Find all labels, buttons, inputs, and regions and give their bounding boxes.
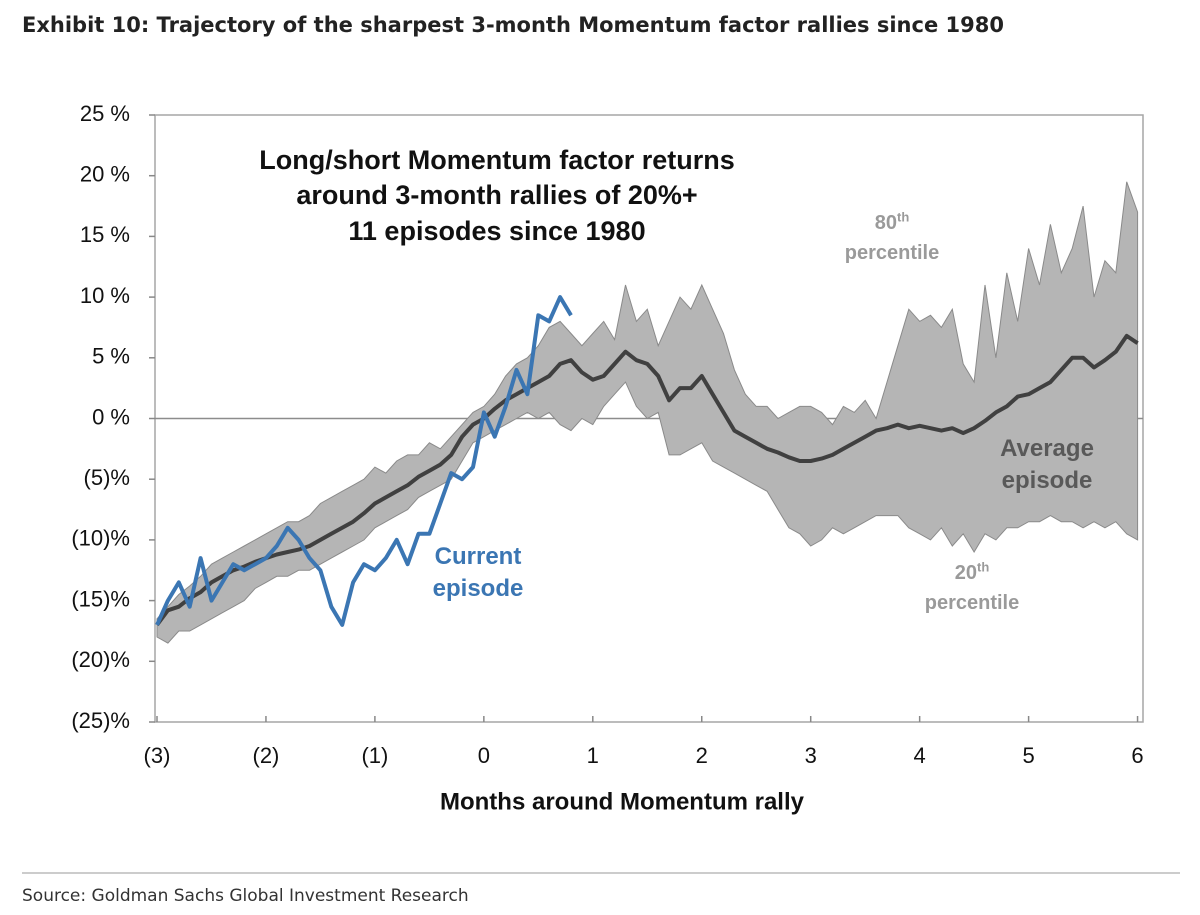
x-tick-label: 6 [1131, 743, 1143, 768]
x-tick-label: 4 [914, 743, 926, 768]
x-tick-label: (1) [361, 743, 388, 768]
x-tick-label: 5 [1022, 743, 1034, 768]
label-suffix: th [896, 209, 910, 225]
label-suffix: th [976, 559, 990, 575]
lower-band-label: 20th percentile [902, 558, 1042, 618]
x-tick-label: 0 [478, 743, 490, 768]
y-tick-label: (25)% [71, 708, 130, 733]
plot: 25 % 20 % 15 % 10 % 5 % 0 % (5)% (10)% (15)% (20)… [71, 101, 1144, 768]
x-tick-label: (3) [144, 743, 171, 768]
annotation: around 3-month rallies of 20%+ [296, 180, 697, 210]
y-tick-label: (15)% [71, 586, 130, 611]
series-line [155, 333, 1139, 627]
y-tick-label: 0 % [92, 404, 130, 429]
annotation: Long/short Momentum factor returns [259, 145, 735, 175]
label-number: 80 [874, 212, 897, 234]
upper-band-label: 80th percentile [822, 208, 962, 268]
label-text: percentile [844, 242, 940, 264]
series-label: Current episode [432, 543, 524, 602]
x-tick-label: 1 [587, 743, 599, 768]
x-tick-label: 3 [805, 743, 817, 768]
annotation: 11 episodes since 1980 [348, 216, 645, 246]
label-text: percentile [924, 592, 1020, 614]
y-tick-label: 15 % [80, 222, 130, 247]
y-tick-label: (10)% [71, 526, 130, 551]
series-label: Average episode [1000, 435, 1094, 494]
x-tick-label: 2 [696, 743, 708, 768]
source: Source: Goldman Sachs Global Investment … [22, 886, 469, 906]
label-number: 20 [954, 562, 977, 584]
y-tick-label: 25 % [80, 101, 130, 126]
y-tick-label: (5)% [84, 465, 130, 490]
series-line [155, 295, 573, 627]
x-axis-label: Months around Momentum rally [440, 788, 805, 815]
exhibit-title: Exhibit 10: Trajectory of the sharpest 3… [22, 13, 1004, 37]
x-tick-label: (2) [253, 743, 280, 768]
y-tick-label: 10 % [80, 283, 130, 308]
y-tick-label: 20 % [80, 162, 130, 187]
y-tick-label: 5 % [92, 344, 130, 369]
y-tick-label: (20)% [71, 647, 130, 672]
